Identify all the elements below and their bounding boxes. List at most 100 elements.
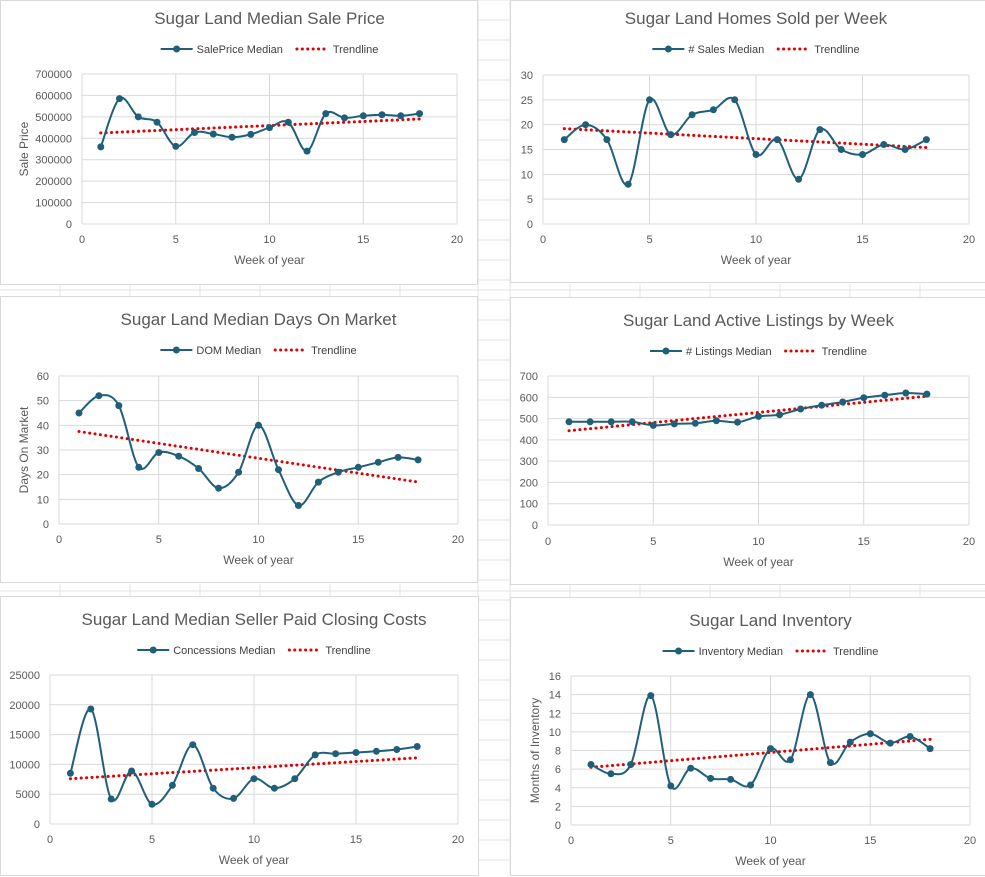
- data-point: [560, 136, 568, 144]
- data-point: [175, 452, 183, 460]
- y-tick-label: 700000: [35, 69, 72, 81]
- y-tick-label: 100000: [35, 198, 72, 210]
- data-point: [837, 146, 845, 153]
- y-tick-label: 500: [520, 414, 538, 426]
- data-point: [880, 141, 888, 148]
- series-line: [99, 96, 420, 153]
- data-point: [603, 136, 611, 144]
- data-point: [75, 409, 83, 417]
- data-point: [215, 484, 223, 492]
- chart-median-sale-price[interactable]: Sugar Land Median Sale Price SalePrice Me…: [0, 0, 478, 285]
- data-point: [881, 391, 889, 399]
- y-tick-label: 400000: [35, 133, 72, 145]
- series-line: [69, 707, 418, 806]
- legend-trendline-label: Trendline: [814, 44, 859, 56]
- trendline: [68, 756, 419, 781]
- chart-median-days-on-market[interactable]: Sugar Land Median Days On Market DOM Medi…: [0, 296, 478, 583]
- data-point: [209, 784, 217, 792]
- data-point: [354, 463, 362, 471]
- x-tick-label: 0: [79, 234, 85, 246]
- data-point: [922, 136, 930, 144]
- data-point: [688, 111, 696, 119]
- data-point: [607, 418, 615, 426]
- data-point: [787, 756, 794, 764]
- y-tick-label: 600: [520, 392, 538, 404]
- data-point: [670, 420, 678, 428]
- legend-series-label: SalePrice Median: [197, 44, 283, 56]
- data-point: [294, 502, 302, 509]
- data-point: [314, 478, 322, 486]
- chart-legend: Concessions Median Trendline: [137, 645, 371, 657]
- x-tick-label: 10: [252, 534, 264, 546]
- x-axis-label: Week of year: [234, 253, 304, 267]
- chart-homes-sold-per-week[interactable]: Sugar Land Homes Sold per Week # Sales Me…: [510, 0, 985, 283]
- y-tick-label: 0: [43, 519, 49, 531]
- x-tick-label: 5: [646, 234, 652, 246]
- x-tick-label: 15: [350, 834, 362, 846]
- legend-series-label: DOM Median: [196, 345, 261, 357]
- data-point: [747, 781, 755, 789]
- x-tick-label: 10: [248, 834, 260, 846]
- data-point: [906, 733, 914, 740]
- legend-trendline-label: Trendline: [311, 345, 356, 357]
- x-tick-label: 15: [357, 234, 369, 246]
- data-point: [816, 126, 824, 134]
- data-point: [582, 121, 590, 129]
- y-tick-label: 10: [37, 494, 49, 506]
- data-point: [773, 136, 781, 144]
- x-tick-label: 5: [149, 834, 155, 846]
- data-point: [291, 775, 299, 783]
- chart-seller-paid-closing-costs[interactable]: Sugar Land Median Seller Paid Closing Co…: [0, 596, 479, 876]
- data-point: [332, 750, 340, 758]
- y-tick-label: 5000: [16, 789, 40, 801]
- series-line: [590, 693, 931, 790]
- data-point: [806, 691, 814, 699]
- y-tick-label: 14: [549, 690, 561, 702]
- y-tick-label: 12: [549, 708, 561, 720]
- data-point: [359, 112, 367, 120]
- trendline: [77, 430, 420, 484]
- y-tick-label: 200: [520, 477, 538, 489]
- y-tick-label: 15: [521, 145, 533, 157]
- data-point: [172, 142, 180, 150]
- legend-series-marker: [172, 346, 180, 354]
- y-tick-label: 0: [34, 819, 40, 831]
- data-point: [230, 794, 238, 802]
- x-tick-label: 0: [47, 834, 53, 846]
- data-point: [886, 739, 894, 747]
- y-tick-label: 5: [527, 194, 533, 206]
- x-axis-label: Week of year: [223, 553, 293, 567]
- data-point: [303, 147, 311, 155]
- y-tick-label: 8: [555, 746, 561, 758]
- chart-svg: Sugar Land Homes Sold per Week # Sales Me…: [521, 9, 975, 267]
- x-tick-label: 5: [173, 234, 179, 246]
- chart-title: Sugar Land Inventory: [689, 611, 852, 630]
- chart-active-listings[interactable]: Sugar Land Active Listings by Week # List…: [510, 297, 985, 585]
- y-tick-label: 0: [555, 820, 561, 832]
- data-point: [334, 468, 342, 476]
- chart-svg: Sugar Land Median Sale Price SalePrice Me…: [17, 9, 463, 267]
- x-tick-label: 10: [263, 234, 275, 246]
- trendline: [589, 737, 932, 769]
- y-tick-label: 16: [549, 671, 561, 683]
- data-point: [394, 453, 402, 461]
- data-point: [107, 795, 115, 803]
- chart-inventory[interactable]: Sugar Land Inventory Inventory Median Tren…: [510, 597, 985, 876]
- data-point: [627, 761, 635, 768]
- y-tick-label: 10: [521, 169, 533, 181]
- legend-series-marker: [173, 45, 181, 53]
- data-point: [734, 418, 741, 426]
- x-tick-label: 15: [352, 534, 364, 546]
- data-point: [374, 458, 382, 466]
- data-point: [839, 398, 847, 406]
- legend-series-label: Inventory Median: [699, 646, 783, 658]
- data-point: [866, 730, 874, 738]
- data-point: [709, 106, 717, 114]
- data-point: [97, 143, 105, 151]
- data-point: [667, 782, 675, 790]
- data-point: [797, 405, 805, 413]
- data-point: [195, 465, 203, 472]
- x-tick-label: 0: [545, 536, 551, 548]
- x-tick-label: 10: [752, 536, 764, 548]
- chart-svg: Sugar Land Median Seller Paid Closing Co…: [9, 610, 464, 867]
